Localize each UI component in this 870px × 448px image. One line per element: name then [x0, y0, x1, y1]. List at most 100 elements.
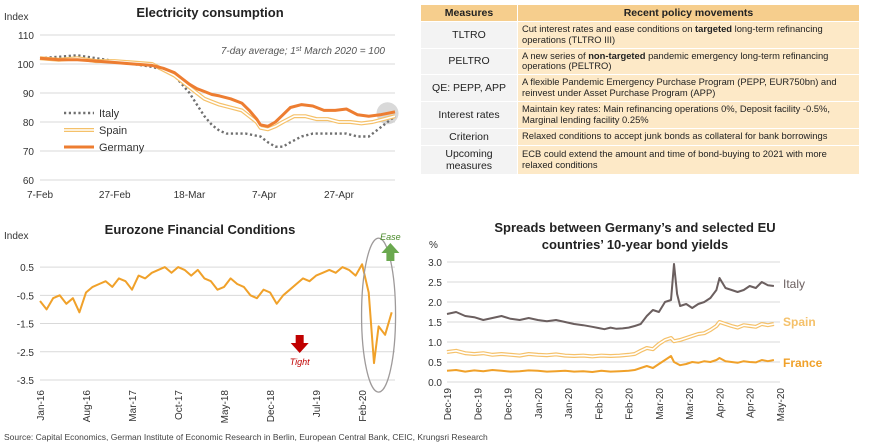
spreads-xtick: Mar-20 — [655, 388, 666, 420]
financial-conditions-title: Eurozone Financial Conditions — [104, 222, 296, 237]
policy-description-text-end: long-term refinancing operations (TLTRO … — [522, 23, 823, 45]
policy-measure: QE: PEPP, APP — [420, 74, 518, 102]
fci-ytick: 0.5 — [20, 263, 34, 274]
ease-label: Ease — [380, 232, 401, 242]
policy-description-emphasis: targeted — [695, 23, 733, 34]
spreads-ytick: 2.0 — [428, 298, 442, 309]
fci-ylabel: Index — [4, 231, 28, 242]
policy-description-text: Cut interest rates and ease conditions o… — [522, 23, 696, 34]
policy-description-emphasis: non-targeted — [588, 49, 646, 61]
policy-table: Measures Recent policy movements TLTRO Cu… — [420, 4, 860, 175]
measures-header: Measures — [420, 4, 518, 22]
policy-row: Interest rates Maintain key rates: Main r… — [420, 100, 860, 129]
electricity-chart: Index 60 70 80 90 100 110 7-Feb 27-Feb 18-Mar 7-Ap… — [4, 12, 399, 201]
electricity-ytick: 100 — [17, 60, 34, 71]
fci-xtick: Feb-20 — [358, 390, 369, 422]
policy-description: Cut interest rates and ease conditions o… — [517, 21, 860, 49]
legend-label-italy: Italy — [99, 108, 120, 120]
series-line-spain-inner — [39, 57, 396, 131]
spreads-ylabel: % — [429, 240, 438, 251]
spreads-xtick: Mar-20 — [685, 388, 696, 420]
policy-row: QE: PEPP, APP A flexible Pandemic Emergen… — [420, 74, 860, 102]
spreads-ytick: 1.5 — [428, 318, 442, 329]
policy-description: A flexible Pandemic Emergency Purchase P… — [517, 74, 860, 102]
spreads-xtick: Apr-20 — [715, 388, 726, 418]
series-end-label-spain: Spain — [783, 315, 816, 329]
fci-xtick: Mar-17 — [128, 390, 139, 422]
electricity-ytick: 80 — [23, 118, 35, 129]
policy-description-text: A new series of — [522, 49, 589, 61]
spreads-xtick: Dec-19 — [443, 388, 454, 421]
spreads-chart: % 0.0 0.5 1.0 1.5 2.0 2.5 3.0 Dec-19 Dec-19 Dec-19… — [428, 240, 823, 422]
fci-xtick: Jul-19 — [312, 390, 323, 418]
spreads-ytick: 0.5 — [428, 358, 442, 369]
series-line-italy — [39, 54, 396, 148]
policy-description-text: A flexible Pandemic Emergency Purchase P… — [522, 76, 837, 99]
policy-table-header: Measures Recent policy movements — [420, 4, 860, 22]
spreads-ytick: 3.0 — [428, 258, 442, 269]
fci-ytick: -1.5 — [17, 320, 35, 331]
electricity-xtick: 7-Feb — [27, 190, 54, 201]
electricity-ytick: 110 — [18, 31, 34, 42]
fci-xtick: Jan-16 — [36, 390, 47, 421]
series-end-label-italy: Italy — [783, 277, 805, 291]
source-note: Source: Capital Economics, German Instit… — [4, 432, 488, 442]
legend-label-spain: Spain — [99, 125, 127, 137]
spreads-xtick: Dec-19 — [504, 388, 515, 421]
policy-measure: PELTRO — [420, 47, 518, 76]
fci-ytick: -3.5 — [17, 376, 35, 387]
electricity-ytick: 90 — [23, 89, 35, 100]
fci-xtick: Dec-18 — [266, 390, 277, 423]
policy-measure: Interest rates — [420, 100, 518, 129]
spreads-ytick: 0.0 — [428, 378, 442, 389]
series-line-spain-inner — [446, 321, 775, 358]
policy-description-text: Relaxed conditions to accept junk bonds … — [522, 130, 828, 142]
policy-measure: Upcoming measures — [420, 144, 518, 175]
spreads-title-line1: Spreads between Germany’s and selected E… — [494, 220, 776, 235]
policy-measure: TLTRO — [420, 21, 518, 49]
electricity-xtick: 27-Feb — [99, 190, 131, 201]
tight-arrow-icon — [290, 335, 309, 353]
spreads-xtick: May-20 — [776, 388, 787, 422]
policy-row: TLTRO Cut interest rates and ease conditi… — [420, 21, 860, 49]
series-line-fci — [39, 263, 393, 365]
spreads-xtick: Dec-19 — [473, 388, 484, 421]
ease-arrow-icon — [381, 243, 400, 261]
policy-description-text: ECB could extend the amount and time of … — [522, 147, 827, 170]
electricity-xtick: 27-Apr — [324, 190, 355, 201]
electricity-xtick: 18-Mar — [174, 190, 206, 201]
series-line-france — [446, 355, 775, 373]
policy-row: PELTRO A new series of non-targeted pande… — [420, 47, 860, 76]
electricity-note: 7-day average; 1st March 2020 = 100 — [221, 46, 386, 58]
policy-description: A new series of non-targeted pandemic em… — [517, 47, 860, 76]
tight-label: Tight — [290, 357, 310, 367]
electricity-ytick: 60 — [23, 176, 35, 187]
fci-ytick: -2.5 — [17, 348, 35, 359]
electricity-ytick: 70 — [23, 147, 35, 158]
electricity-ylabel: Index — [4, 12, 28, 23]
spreads-title-line2: countries’ 10-year bond yields — [541, 237, 729, 252]
spreads-ytick: 1.0 — [428, 338, 442, 349]
electricity-chart-title: Electricity consumption — [136, 5, 284, 20]
fci-xtick: May-18 — [220, 390, 231, 424]
policy-description: ECB could extend the amount and time of … — [517, 144, 860, 175]
spreads-ytick: 2.5 — [428, 278, 442, 289]
series-end-label-france: France — [783, 356, 823, 370]
fci-ytick: -0.5 — [17, 291, 35, 302]
policy-measure: Criterion — [420, 127, 518, 146]
spreads-xtick: Apr-20 — [746, 388, 757, 418]
series-line-spain — [39, 56, 396, 132]
policy-row: Upcoming measures ECB could extend the am… — [420, 144, 860, 175]
policy-description: Maintain key rates: Main refinancing ope… — [517, 100, 860, 129]
policy-row: Criterion Relaxed conditions to accept ju… — [420, 127, 860, 146]
fci-xtick: Aug-16 — [82, 390, 93, 423]
series-line-germany — [39, 56, 396, 128]
spreads-xtick: Jan-20 — [534, 388, 545, 419]
fci-xtick: Oct-17 — [174, 390, 185, 420]
policy-description-text-end: pandemic emergency long-term refinancing… — [522, 49, 829, 72]
policy-description-text: Maintain key rates: Main refinancing ope… — [522, 102, 830, 125]
spreads-xtick: Feb-20 — [594, 388, 605, 420]
spreads-xtick: Feb-20 — [625, 388, 636, 420]
spreads-xtick: Jan-20 — [564, 388, 575, 419]
